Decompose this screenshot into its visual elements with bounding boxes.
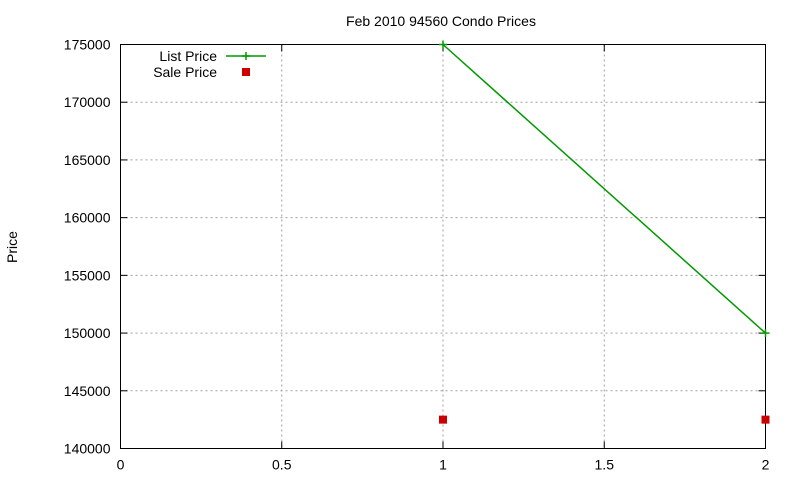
chart-title: Feb 2010 94560 Condo Prices bbox=[346, 13, 536, 29]
y-tick-label: 145000 bbox=[64, 383, 111, 399]
legend-label: Sale Price bbox=[153, 64, 217, 80]
y-tick-label: 160000 bbox=[64, 210, 111, 226]
legend-marker bbox=[242, 68, 250, 76]
y-tick-label: 170000 bbox=[64, 94, 111, 110]
x-tick-label: 1.5 bbox=[595, 457, 615, 473]
x-tick-label: 2 bbox=[762, 457, 770, 473]
y-tick-label: 175000 bbox=[64, 37, 111, 53]
y-axis-label: Price bbox=[4, 231, 20, 263]
x-tick-label: 0.5 bbox=[272, 457, 292, 473]
data-point bbox=[761, 329, 770, 338]
y-tick-label: 155000 bbox=[64, 267, 111, 283]
grid-lines bbox=[120, 44, 766, 449]
tick-labels: 140000 145000 150000 155000 160000 165000 1700… bbox=[64, 37, 770, 473]
legend-label: List Price bbox=[159, 48, 217, 64]
data-point bbox=[439, 40, 447, 49]
data-series bbox=[439, 40, 770, 424]
legend-marker bbox=[242, 52, 250, 60]
y-tick-label: 165000 bbox=[64, 152, 111, 168]
x-tick-label: 1 bbox=[439, 457, 447, 473]
data-point bbox=[439, 415, 447, 424]
data-point bbox=[761, 415, 770, 424]
y-tick-label: 140000 bbox=[64, 441, 111, 457]
x-tick-label: 0 bbox=[117, 457, 125, 473]
y-tick-label: 150000 bbox=[64, 325, 111, 341]
series-line-0 bbox=[442, 43, 767, 334]
